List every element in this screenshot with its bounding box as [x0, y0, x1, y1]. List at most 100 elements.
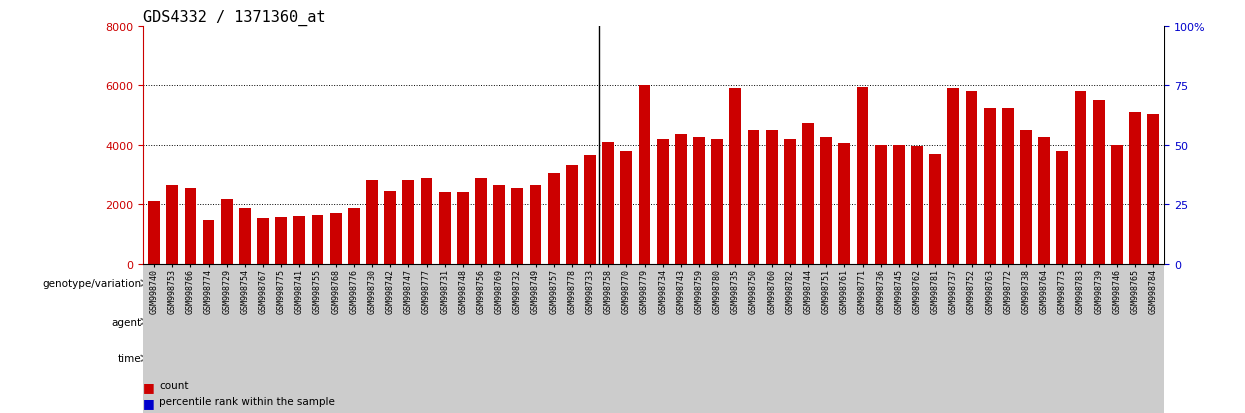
Bar: [1057, 152, 1068, 264]
Point: [308, 40, 327, 47]
Bar: [693, 138, 705, 264]
Point: [398, 36, 418, 42]
Bar: [820, 138, 832, 264]
Text: interleukin 1β: interleukin 1β: [784, 315, 868, 328]
Text: 12hrs: 12hrs: [838, 354, 869, 363]
Bar: [857, 88, 869, 264]
Text: 2hrs: 2hrs: [624, 354, 647, 363]
Bar: [947, 89, 959, 264]
Text: 6hrs: 6hrs: [315, 354, 339, 363]
Text: ■: ■: [143, 396, 154, 408]
Bar: [1074, 92, 1087, 264]
Bar: [890, 341, 998, 376]
Point: [908, 36, 928, 42]
Point: [925, 36, 945, 42]
Point: [688, 36, 708, 42]
Bar: [144, 303, 508, 341]
Point: [344, 40, 364, 47]
Bar: [766, 131, 778, 264]
Text: untreated: untreated: [1078, 315, 1137, 328]
Point: [289, 45, 309, 52]
Point: [652, 36, 672, 42]
Point: [671, 36, 691, 42]
Bar: [1002, 109, 1013, 264]
Bar: [311, 216, 324, 264]
Bar: [599, 341, 672, 376]
Bar: [1053, 341, 1163, 376]
Point: [1125, 36, 1145, 42]
Point: [561, 36, 581, 42]
Point: [726, 36, 746, 42]
Bar: [218, 341, 290, 376]
Bar: [966, 92, 977, 264]
Text: 24hrs: 24hrs: [1092, 354, 1124, 363]
Bar: [203, 220, 214, 264]
Point: [853, 36, 873, 42]
Bar: [1148, 114, 1159, 264]
Point: [889, 36, 909, 42]
Text: Pdx1 overexpression: Pdx1 overexpression: [311, 277, 433, 290]
Point: [380, 36, 400, 42]
Bar: [275, 217, 288, 264]
Bar: [476, 179, 487, 264]
Point: [1052, 36, 1072, 42]
Bar: [548, 173, 559, 264]
Bar: [603, 142, 614, 264]
Point: [326, 36, 346, 42]
Bar: [1111, 145, 1123, 264]
Bar: [421, 178, 432, 264]
Bar: [711, 140, 723, 264]
Point: [544, 36, 564, 42]
Bar: [402, 180, 415, 264]
Bar: [508, 303, 599, 341]
Bar: [1053, 303, 1163, 341]
Point: [162, 36, 182, 42]
Point: [1035, 36, 1055, 42]
Text: 2hrs: 2hrs: [169, 354, 194, 363]
Point: [834, 66, 854, 73]
Text: 24hrs: 24hrs: [557, 354, 588, 363]
Bar: [457, 193, 469, 264]
Point: [707, 36, 727, 42]
Bar: [929, 154, 941, 264]
Bar: [508, 341, 544, 376]
Text: 24hrs: 24hrs: [456, 354, 488, 363]
Point: [762, 59, 782, 66]
Bar: [998, 341, 1053, 376]
Bar: [294, 216, 305, 264]
Text: 2hrs: 2hrs: [1013, 354, 1038, 363]
Bar: [290, 341, 364, 376]
Bar: [438, 193, 451, 264]
Point: [362, 36, 382, 42]
Bar: [239, 209, 250, 264]
Bar: [817, 341, 890, 376]
Bar: [167, 185, 178, 264]
Text: 6hrs: 6hrs: [768, 354, 793, 363]
Text: agent: agent: [111, 317, 141, 327]
Point: [1143, 36, 1163, 42]
Bar: [1093, 101, 1104, 264]
Bar: [184, 188, 197, 264]
Bar: [144, 341, 218, 376]
Bar: [802, 123, 814, 264]
Bar: [512, 188, 523, 264]
Point: [235, 40, 255, 47]
Bar: [330, 214, 341, 264]
Text: percentile rank within the sample: percentile rank within the sample: [159, 396, 335, 406]
Bar: [620, 152, 632, 264]
Point: [599, 36, 619, 42]
Point: [471, 36, 491, 42]
Point: [998, 40, 1018, 47]
Bar: [984, 109, 996, 264]
Bar: [385, 192, 396, 264]
Bar: [748, 131, 759, 264]
Point: [508, 36, 528, 42]
Bar: [672, 341, 745, 376]
Bar: [875, 145, 886, 264]
Bar: [544, 341, 599, 376]
Point: [489, 36, 509, 42]
Point: [817, 52, 837, 59]
Text: time: time: [117, 354, 141, 363]
Point: [217, 36, 237, 42]
Point: [435, 40, 454, 47]
